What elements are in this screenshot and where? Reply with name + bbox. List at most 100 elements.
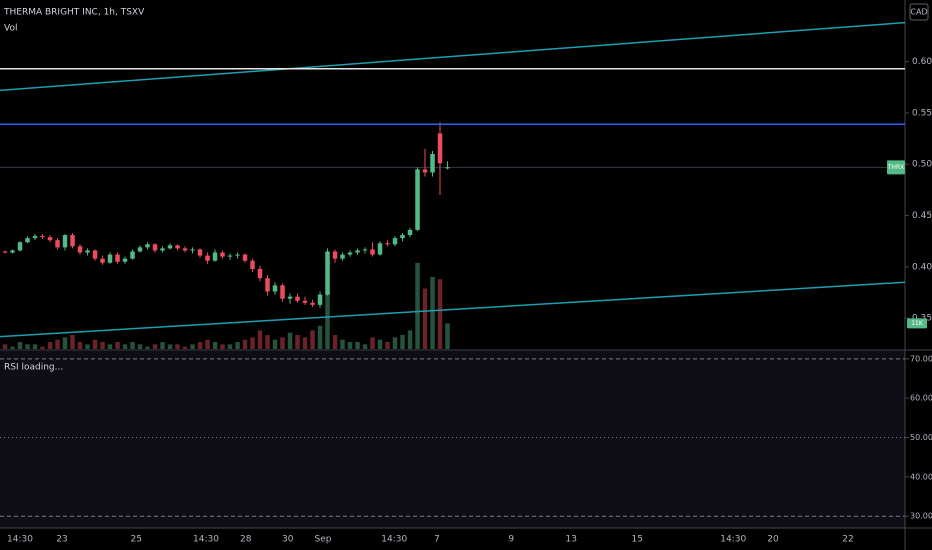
candle-body (272, 285, 278, 292)
trend-line (0, 21, 906, 92)
volume-bar (325, 290, 330, 349)
x-tick-label: Sep (315, 535, 332, 545)
x-tick-label: 25 (131, 535, 142, 545)
candle-body (220, 252, 225, 257)
volume-bar (235, 342, 240, 349)
y-tick-label: 0.55 (912, 108, 932, 118)
volume-bar (437, 279, 443, 349)
candle-body (415, 169, 420, 230)
volume-bar (272, 339, 278, 349)
rsi-label: RSI loading... (4, 363, 63, 373)
volume-bar (422, 288, 428, 349)
volume-bar (70, 335, 75, 349)
volume-bar (415, 262, 420, 349)
volume-bar (167, 344, 173, 349)
currency[interactable]: CAD (910, 8, 927, 17)
candle-body (377, 243, 383, 255)
candle-body (370, 249, 375, 255)
candle-body (122, 258, 128, 262)
candle-body (77, 246, 83, 253)
volume-bar (295, 335, 300, 349)
volume-bar (310, 330, 315, 349)
volume-bar (257, 330, 263, 349)
volume-bar (242, 339, 248, 349)
volume-bar (17, 342, 23, 349)
candle-body (115, 254, 120, 262)
candle-body (295, 296, 300, 301)
candle-body (385, 243, 390, 245)
volume-bar (212, 342, 218, 349)
candle-body (130, 251, 135, 259)
candle-body (25, 238, 30, 243)
volume-bar (130, 342, 135, 349)
volume-bar (227, 344, 233, 349)
candle-body (355, 250, 360, 253)
volume-bar (392, 337, 398, 349)
volume-bar (107, 344, 113, 349)
candle-body (10, 250, 15, 253)
candle-body (392, 238, 398, 245)
volume-bar (137, 344, 143, 349)
candle-body (257, 268, 263, 279)
candle-body (182, 248, 188, 251)
rsi-tick-label: 70.00 (910, 354, 932, 363)
candle-body (47, 237, 53, 241)
volume-bar (347, 342, 353, 349)
x-tick-label: 20 (767, 535, 779, 545)
candle-body (287, 296, 293, 299)
volume-bar (55, 339, 60, 349)
volume-bar (265, 335, 270, 349)
volume-bar (10, 346, 15, 349)
volume-bar (92, 339, 98, 349)
volume-bar (152, 344, 158, 349)
y-tick-label: 0.60 (912, 57, 932, 67)
volume-bar (407, 330, 413, 349)
volume-bar (445, 323, 450, 349)
trend-line (0, 281, 906, 338)
candle-body (55, 240, 60, 248)
volume-bar (115, 342, 120, 349)
volume-bar (2, 344, 8, 349)
x-tick-label: 14:30 (381, 535, 407, 545)
volume-bar (287, 332, 293, 349)
volume-bar (400, 335, 405, 349)
price-badge (887, 160, 905, 175)
candle-body (17, 242, 23, 251)
y-tick-label: 0.45 (912, 211, 932, 221)
candle-body (32, 236, 38, 239)
candle-body (205, 255, 210, 261)
volume-bar (385, 342, 390, 349)
volume-badge (907, 318, 927, 329)
candle-body (332, 251, 338, 259)
candle-body (70, 235, 75, 247)
candle-body (100, 258, 105, 263)
rsi-tick-label: 30.00 (910, 512, 932, 521)
volume-bar (280, 337, 285, 349)
volume-bar (370, 337, 375, 349)
volume-badge-label: 11K (911, 320, 924, 327)
candle-body (242, 254, 248, 261)
candle-body (85, 250, 90, 253)
volume-bar (250, 337, 255, 349)
candle-body (160, 248, 165, 251)
candle-body (250, 260, 255, 269)
volume-bar (302, 337, 308, 349)
rsi-tick-label: 60.00 (910, 394, 932, 403)
candle-body (212, 252, 218, 261)
candle-body (190, 249, 195, 251)
currency-box[interactable] (909, 3, 929, 21)
volume-bar (122, 344, 128, 349)
candle-body (317, 294, 323, 305)
marks: 0.600.550.500.450.400.3570.0060.0050.004… (0, 21, 932, 545)
volume-bar (85, 344, 90, 349)
candle-body (145, 244, 150, 248)
volume-bar (62, 337, 68, 349)
y-tick-label: 0.40 (912, 262, 932, 272)
candle-body (137, 247, 143, 252)
candle-body (152, 244, 158, 251)
volume-bar (25, 344, 30, 349)
x-tick-label: 14:30 (193, 535, 219, 545)
volume-bar (32, 344, 38, 349)
x-tick-label: 23 (56, 535, 67, 545)
